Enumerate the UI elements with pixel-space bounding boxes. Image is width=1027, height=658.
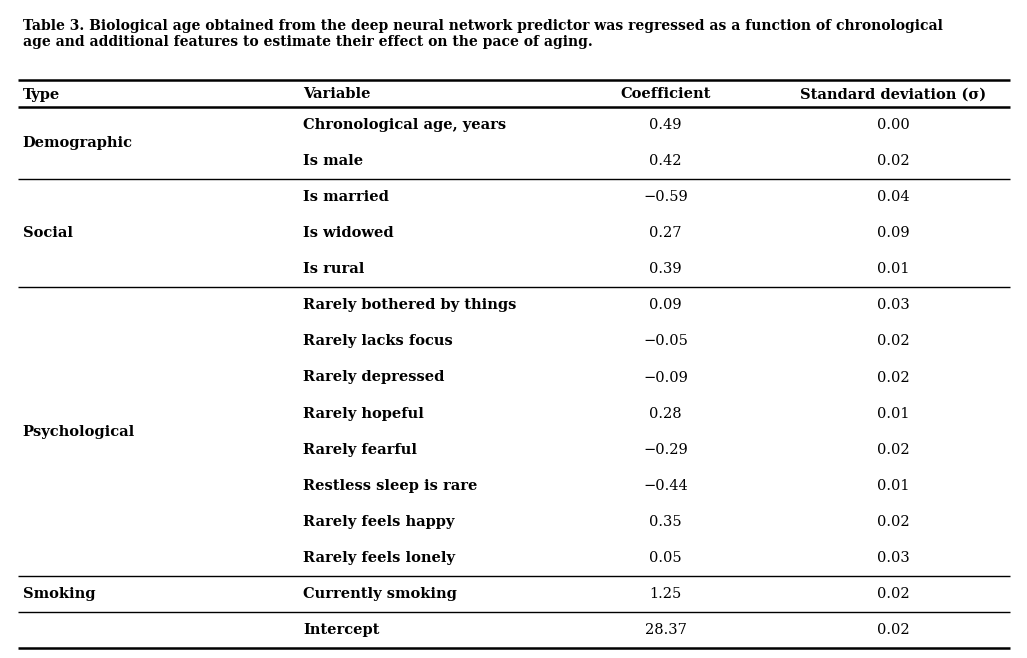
Text: 0.49: 0.49 <box>649 118 682 132</box>
Text: 0.02: 0.02 <box>877 443 910 457</box>
Text: Rarely feels lonely: Rarely feels lonely <box>303 551 455 565</box>
Text: 0.39: 0.39 <box>649 263 682 276</box>
Text: −0.29: −0.29 <box>643 443 688 457</box>
Text: 0.09: 0.09 <box>649 298 682 313</box>
Text: 0.05: 0.05 <box>649 551 682 565</box>
Text: 0.42: 0.42 <box>649 154 682 168</box>
Text: Type: Type <box>23 88 60 101</box>
Text: Currently smoking: Currently smoking <box>303 587 457 601</box>
Text: −0.44: −0.44 <box>643 479 688 493</box>
Text: 0.01: 0.01 <box>877 407 910 420</box>
Text: Table 3. Biological age obtained from the deep neural network predictor was regr: Table 3. Biological age obtained from th… <box>23 19 943 33</box>
Text: 0.02: 0.02 <box>877 334 910 349</box>
Text: 0.02: 0.02 <box>877 370 910 384</box>
Text: 0.04: 0.04 <box>877 190 910 204</box>
Text: Is married: Is married <box>303 190 389 204</box>
Text: Rarely feels happy: Rarely feels happy <box>303 515 454 529</box>
Text: −0.59: −0.59 <box>643 190 688 204</box>
Text: Rarely hopeful: Rarely hopeful <box>303 407 424 420</box>
Text: 28.37: 28.37 <box>645 623 686 637</box>
Text: Standard deviation (σ): Standard deviation (σ) <box>800 88 987 101</box>
Text: 0.00: 0.00 <box>877 118 910 132</box>
Text: Smoking: Smoking <box>23 587 96 601</box>
Text: Variable: Variable <box>303 88 371 101</box>
Text: Is rural: Is rural <box>303 263 365 276</box>
Text: 0.01: 0.01 <box>877 479 910 493</box>
Text: 0.27: 0.27 <box>649 226 682 240</box>
Text: age and additional features to estimate their effect on the pace of aging.: age and additional features to estimate … <box>23 35 593 49</box>
Text: 0.02: 0.02 <box>877 623 910 637</box>
Text: −0.05: −0.05 <box>643 334 688 349</box>
Text: Intercept: Intercept <box>303 623 379 637</box>
Text: Rarely depressed: Rarely depressed <box>303 370 445 384</box>
Text: Is male: Is male <box>303 154 364 168</box>
Text: Rarely fearful: Rarely fearful <box>303 443 417 457</box>
Text: Rarely bothered by things: Rarely bothered by things <box>303 298 517 313</box>
Text: Coefficient: Coefficient <box>620 88 711 101</box>
Text: 0.01: 0.01 <box>877 263 910 276</box>
Text: 0.09: 0.09 <box>877 226 910 240</box>
Text: Restless sleep is rare: Restless sleep is rare <box>303 479 478 493</box>
Text: 0.02: 0.02 <box>877 515 910 529</box>
Text: 1.25: 1.25 <box>649 587 682 601</box>
Text: Chronological age, years: Chronological age, years <box>303 118 506 132</box>
Text: Social: Social <box>23 226 73 240</box>
Text: 0.35: 0.35 <box>649 515 682 529</box>
Text: 0.28: 0.28 <box>649 407 682 420</box>
Text: Rarely lacks focus: Rarely lacks focus <box>303 334 453 349</box>
Text: Is widowed: Is widowed <box>303 226 393 240</box>
Text: 0.02: 0.02 <box>877 154 910 168</box>
Text: Demographic: Demographic <box>23 136 132 150</box>
Text: 0.02: 0.02 <box>877 587 910 601</box>
Text: Psychological: Psychological <box>23 424 135 439</box>
Text: 0.03: 0.03 <box>877 298 910 313</box>
Text: −0.09: −0.09 <box>643 370 688 384</box>
Text: 0.03: 0.03 <box>877 551 910 565</box>
